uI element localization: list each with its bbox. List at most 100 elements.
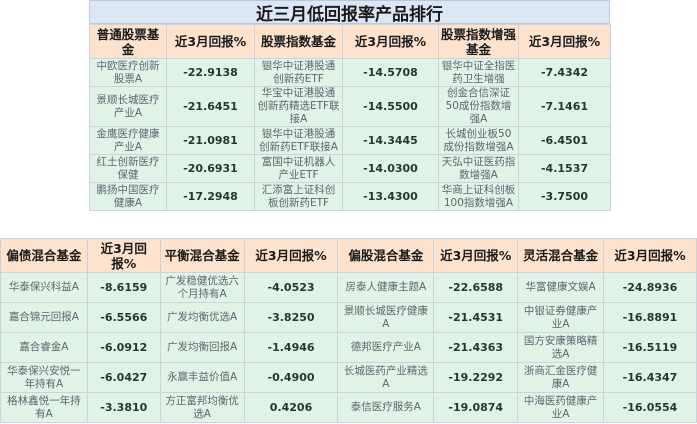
fund-name-cell: 中银证券健康产业A (517, 302, 605, 333)
column-header: 偏债混合基金 (0, 238, 88, 273)
column-header: 近3月回报% (603, 238, 697, 273)
return-value-cell: -13.4300 (342, 182, 439, 211)
return-value-cell: -24.8936 (603, 272, 697, 303)
return-value-cell: -0.4900 (243, 362, 339, 393)
fund-name-cell: 嘉合睿金A (0, 332, 88, 363)
fund-name-cell: 银华中证港股通创新药ETF (254, 58, 343, 87)
return-value-cell: -1.4946 (243, 332, 339, 363)
fund-name-cell: 广发均衡优选A (159, 302, 245, 333)
column-header: 股票指数增强基金 (438, 24, 519, 59)
column-header: 平衡混合基金 (159, 238, 245, 273)
return-value-cell: -14.0300 (342, 154, 439, 183)
return-value-cell: -16.5119 (603, 332, 697, 363)
return-value-cell: -20.6931 (166, 154, 255, 183)
fund-name-cell: 汇添富上证科创板创新药ETF (254, 182, 343, 211)
return-value-cell: -14.3445 (342, 126, 439, 155)
column-header: 近3月回报% (433, 238, 519, 273)
fund-name-cell: 华宝中证港股通创新药精选ETF联接A (254, 86, 343, 127)
table-header-row: 偏债混合基金 近3月回报% 平衡混合基金 近3月回报% 偏股混合基金 近3月回报% 灵活混合… (0, 238, 697, 273)
return-value-cell: -7.1461 (518, 86, 611, 127)
return-value-cell: -6.0912 (86, 332, 161, 363)
fund-name-cell: 中海医药健康产业A (517, 392, 605, 423)
fund-name-cell: 德邦医疗产业A (337, 332, 435, 363)
fund-name-cell: 房泰人健康主题A (337, 272, 435, 303)
fund-name-cell: 中欧医疗创新股票A (89, 58, 167, 87)
return-value-cell: -14.5500 (342, 86, 439, 127)
column-header: 普通股票基金 (89, 24, 167, 59)
fund-name-cell: 永赢丰益价值A (159, 362, 245, 393)
return-value-cell: -7.4342 (518, 58, 611, 87)
table-header-row: 普通股票基金 近3月回报% 股票指数基金 近3月回报% 股票指数增强基金 近3月回报% (89, 24, 611, 59)
fund-name-cell: 华泰保兴科益A (0, 272, 88, 303)
fund-name-cell: 鹏扬中国医疗健康A (89, 182, 167, 211)
fund-name-cell: 华商上证科创板100指数增强A (438, 182, 519, 211)
mixed-fund-ranking-table: 偏债混合基金 近3月回报% 平衡混合基金 近3月回报% 偏股混合基金 近3月回报% 灵活混合… (0, 238, 697, 423)
fund-name-cell: 红土创新医疗保健 (89, 154, 167, 183)
report-title: 近三月低回报率产品排行 (89, 0, 610, 25)
fund-name-cell: 景顺长城医疗产业A (89, 86, 167, 127)
return-value-cell: -21.4363 (433, 332, 519, 363)
fund-name-cell: 长城医药产业精选A (337, 362, 435, 393)
fund-name-cell: 华富健康文娱A (517, 272, 605, 303)
column-header: 偏股混合基金 (337, 238, 435, 273)
table-row: 鹏扬中国医疗健康A -17.2948 汇添富上证科创板创新药ETF -13.4300 华… (89, 182, 611, 211)
return-value-cell: -14.5708 (342, 58, 439, 87)
return-value-cell: -4.0523 (243, 272, 339, 303)
fund-name-cell: 国方安康策略精选A (517, 332, 605, 363)
fund-name-cell: 创金合信深证50成份指数增强A (438, 86, 519, 127)
table-row: 格林鑫悦一年持有A -3.3810 方正富邦均衡优选A 0.4206 泰信医疗服务A -1… (0, 392, 697, 423)
return-value-cell: -21.6451 (166, 86, 255, 127)
column-header: 灵活混合基金 (517, 238, 605, 273)
fund-name-cell: 格林鑫悦一年持有A (0, 392, 88, 423)
fund-name-cell: 方正富邦均衡优选A (159, 392, 245, 423)
column-header: 近3月回报% (166, 24, 255, 59)
return-value-cell: -6.5566 (86, 302, 161, 333)
return-value-cell: -4.1537 (518, 154, 611, 183)
return-value-cell: -19.2292 (433, 362, 519, 393)
table-row: 华泰保兴安悦一年持有A -6.0427 永赢丰益价值A -0.4900 长城医药产业精选… (0, 362, 697, 393)
return-value-cell: -16.4347 (603, 362, 697, 393)
column-header: 近3月回报% (342, 24, 439, 59)
column-header: 近3月回报% (518, 24, 611, 59)
table-row: 嘉合睿金A -6.0912 广发均衡回报A -1.4946 德邦医疗产业A -21.436… (0, 332, 697, 363)
return-value-cell: -6.4501 (518, 126, 611, 155)
table-row: 华泰保兴科益A -8.6159 广发稳健优选六个月持有A -4.0523 房泰人健康主题… (0, 272, 697, 303)
table-row: 金鹰医疗健康产业A -21.0981 银华中证港股通创新药ETF联接A -14.344… (89, 126, 611, 155)
fund-name-cell: 银华中证全指医药卫生增强 (438, 58, 519, 87)
return-value-cell: -17.2948 (166, 182, 255, 211)
return-value-cell: -22.9138 (166, 58, 255, 87)
table-row: 嘉合锦元回报A -6.5566 广发均衡优选A -3.8250 景顺长城医疗健康A -21… (0, 302, 697, 333)
fund-name-cell: 广发均衡回报A (159, 332, 245, 363)
fund-name-cell: 富国中证机器人产业ETF (254, 154, 343, 183)
return-value-cell: -16.0554 (603, 392, 697, 423)
fund-name-cell: 长城创业板50成份指数增强A (438, 126, 519, 155)
stock-fund-ranking-table: 普通股票基金 近3月回报% 股票指数基金 近3月回报% 股票指数增强基金 近3月回报% 中… (89, 24, 611, 211)
return-value-cell: -6.0427 (86, 362, 161, 393)
fund-name-cell: 银华中证港股通创新药ETF联接A (254, 126, 343, 155)
fund-name-cell: 泰信医疗服务A (337, 392, 435, 423)
return-value-cell: -22.6588 (433, 272, 519, 303)
fund-name-cell: 金鹰医疗健康产业A (89, 126, 167, 155)
column-header: 近3月回报% (86, 238, 161, 273)
return-value-cell: -21.4531 (433, 302, 519, 333)
fund-name-cell: 广发稳健优选六个月持有A (159, 272, 245, 303)
return-value-cell: -3.8250 (243, 302, 339, 333)
return-value-cell: -8.6159 (86, 272, 161, 303)
return-value-cell: -19.0874 (433, 392, 519, 423)
return-value-cell: -16.8891 (603, 302, 697, 333)
return-value-cell: -21.0981 (166, 126, 255, 155)
fund-name-cell: 浙商汇金医疗健康A (517, 362, 605, 393)
fund-name-cell: 天弘中证医药指数增强A (438, 154, 519, 183)
table-row: 中欧医疗创新股票A -22.9138 银华中证港股通创新药ETF -14.5708 银华… (89, 58, 611, 87)
column-header: 近3月回报% (243, 238, 339, 273)
column-header: 股票指数基金 (254, 24, 343, 59)
return-value-cell: -3.3810 (86, 392, 161, 423)
return-value-cell: 0.4206 (243, 392, 339, 423)
return-value-cell: -3.7500 (518, 182, 611, 211)
table-row: 景顺长城医疗产业A -21.6451 华宝中证港股通创新药精选ETF联接A -14.5… (89, 86, 611, 127)
fund-name-cell: 华泰保兴安悦一年持有A (0, 362, 88, 393)
table-row: 红土创新医疗保健 -20.6931 富国中证机器人产业ETF -14.0300 天弘中证… (89, 154, 611, 183)
fund-name-cell: 嘉合锦元回报A (0, 302, 88, 333)
fund-name-cell: 景顺长城医疗健康A (337, 302, 435, 333)
